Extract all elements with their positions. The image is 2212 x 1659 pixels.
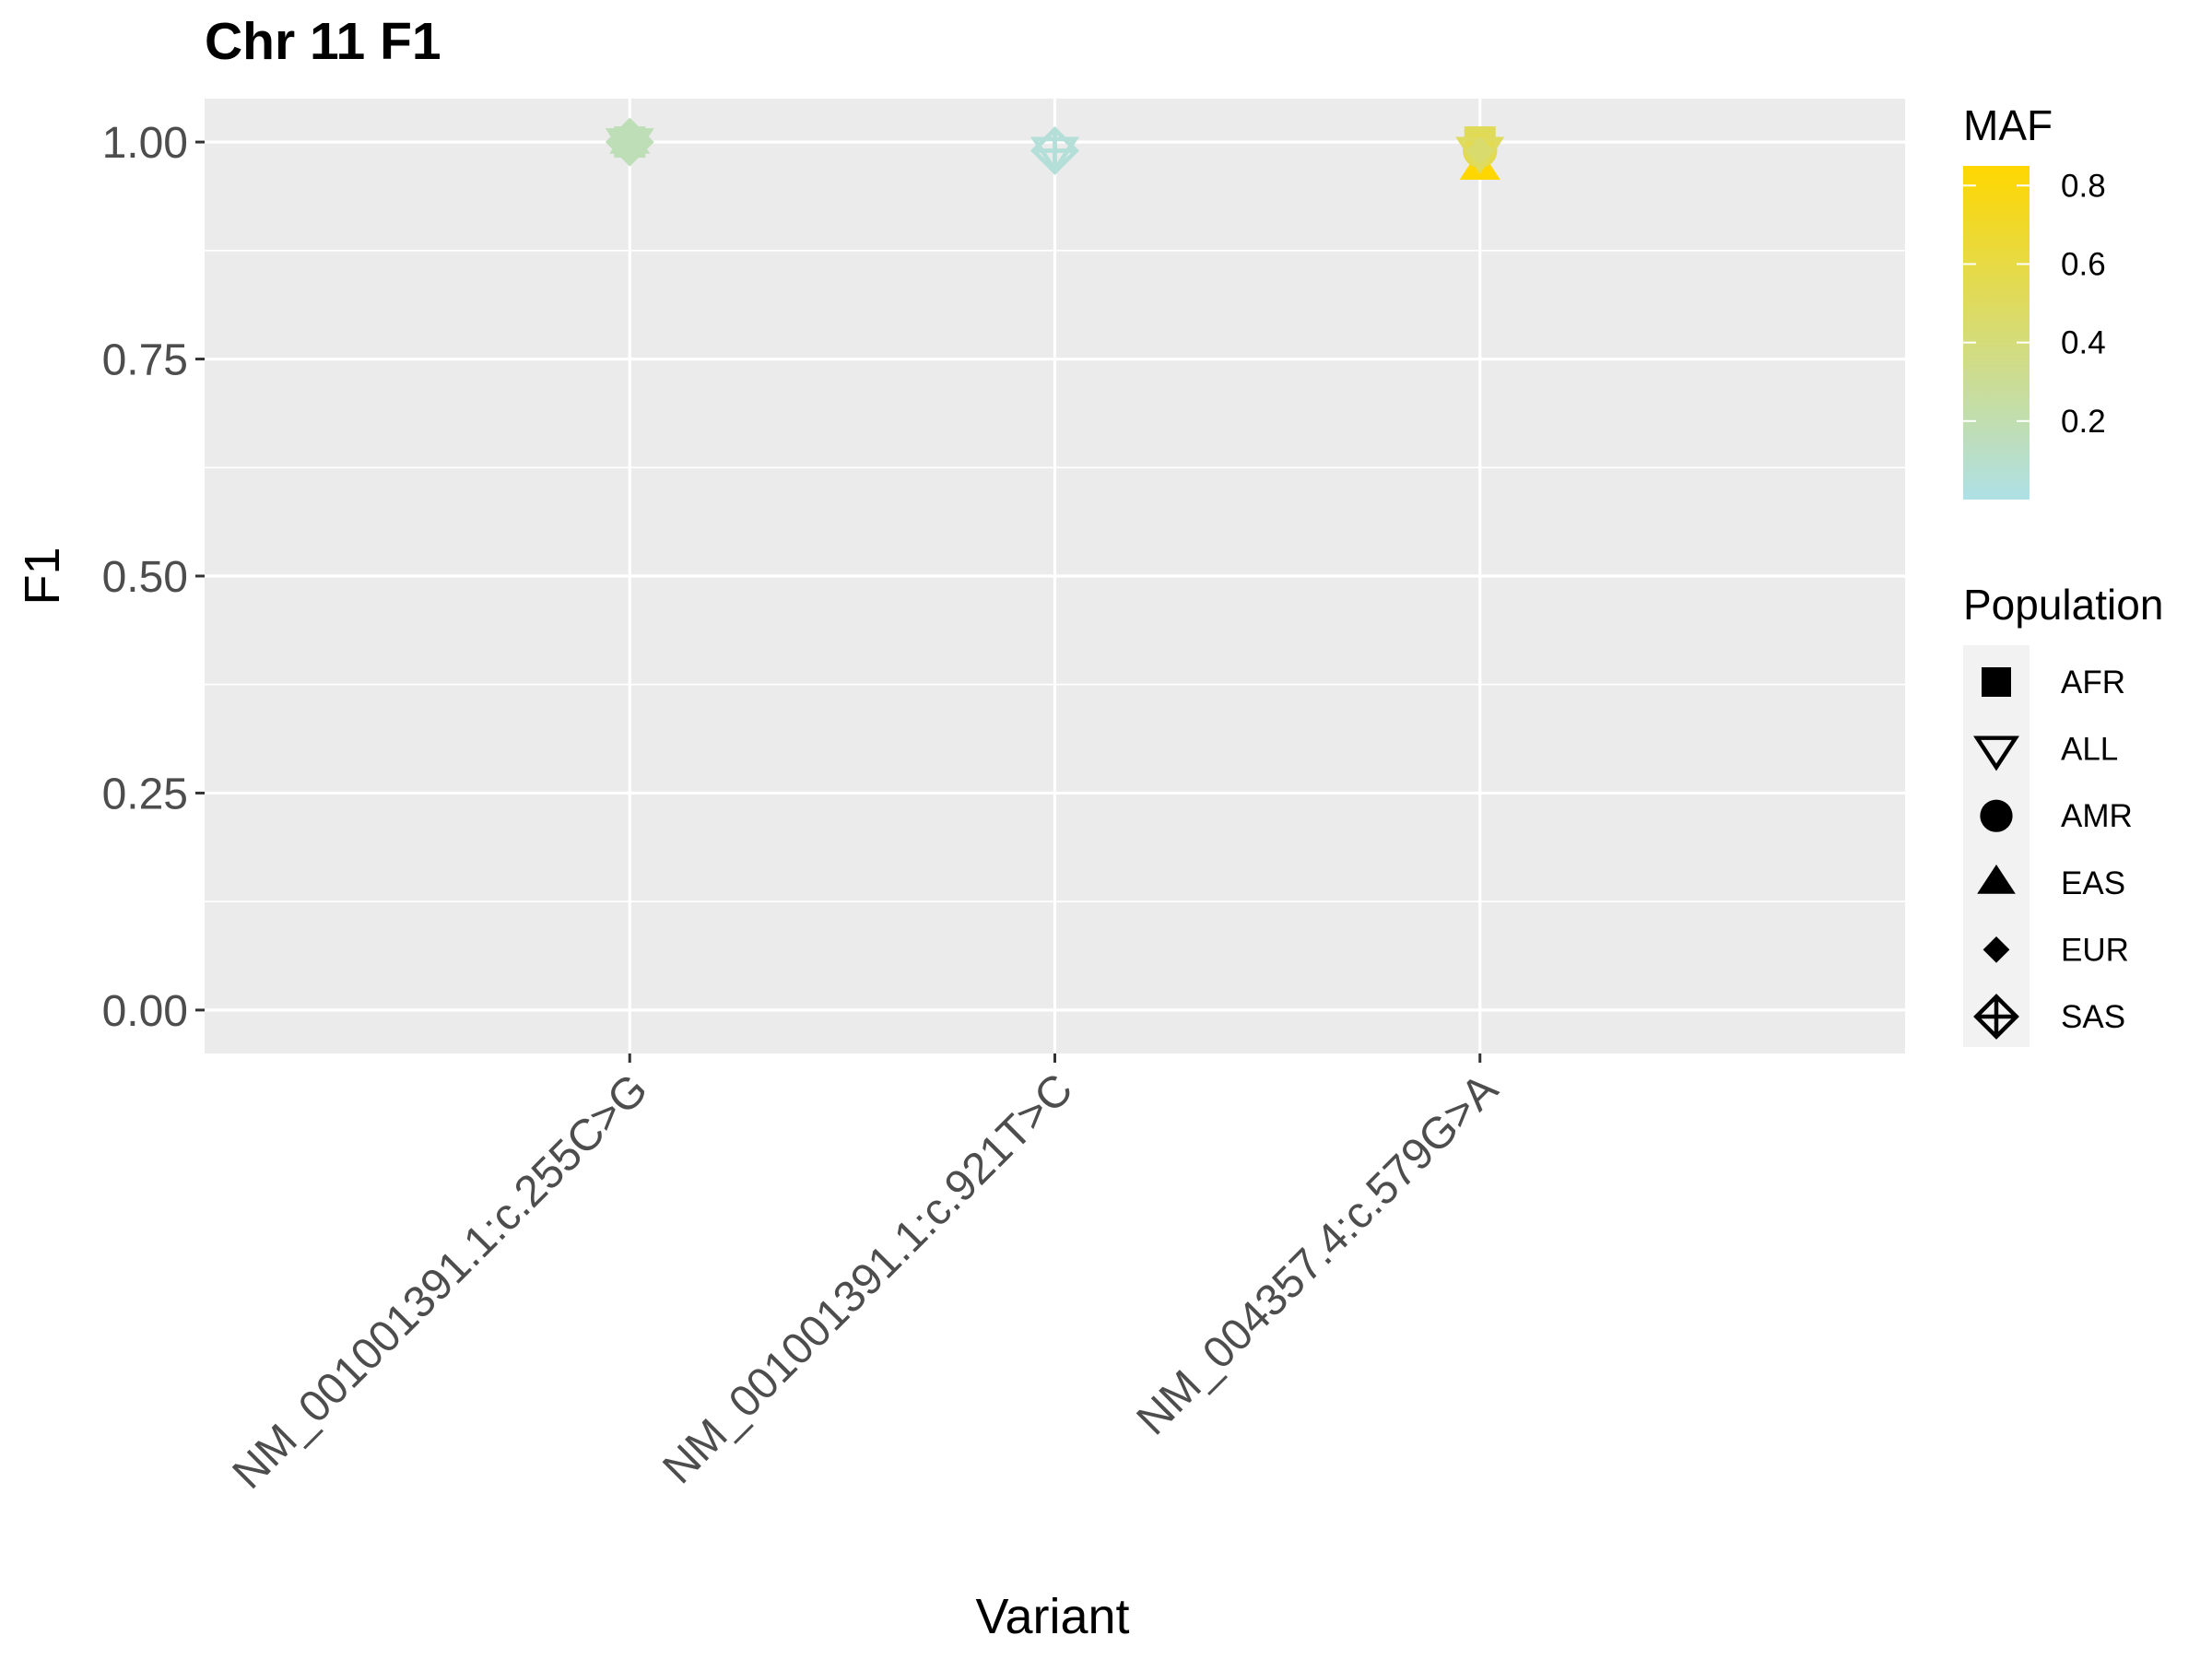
colorbar-tick-label: 0.4 — [2061, 325, 2106, 361]
y-tick-label: 0.75 — [102, 336, 188, 385]
population-legend: Population AFR ALL AMR EAS EUR SAS — [1963, 581, 2163, 1047]
x-tick-label: NM_001001391.1:c.921T>C — [653, 1065, 1082, 1493]
x-axis-title: Variant — [975, 1589, 1129, 1644]
colorbar-tick-label: 0.6 — [2061, 246, 2106, 282]
y-tick-label: 0.00 — [102, 987, 188, 1036]
data-points — [605, 117, 1505, 180]
population-legend-entries: AFR ALL AMR EAS EUR SAS — [1973, 665, 2133, 1040]
legend-label-eas: EAS — [2061, 865, 2125, 901]
legend-key-afr — [1982, 667, 2011, 697]
point-sas — [605, 117, 654, 167]
point-eur — [1465, 136, 1495, 165]
x-tick-label: NM_004357.4:c.579G>A — [1128, 1065, 1508, 1444]
legend-key-sas — [1973, 994, 2019, 1040]
legend-key-all — [1973, 735, 2019, 771]
legend-label-eur: EUR — [2061, 932, 2129, 968]
grid-lines — [205, 99, 1905, 1053]
legend-label-all: ALL — [2061, 732, 2118, 768]
legend-label-amr: AMR — [2061, 798, 2133, 834]
chart-title: Chr 11 F1 — [205, 12, 441, 71]
y-tick-label: 1.00 — [102, 119, 188, 168]
population-legend-keys — [1963, 645, 2030, 1047]
legend-key-amr — [1980, 799, 2013, 832]
x-tick-label: NM_001001391.1:c.255C>G — [224, 1065, 658, 1499]
colorbar-tick-label: 0.8 — [2061, 168, 2106, 204]
legend-label-sas: SAS — [2061, 999, 2125, 1035]
legend-key-eur — [1983, 936, 2010, 963]
point-sas — [1030, 126, 1079, 175]
y-tick-label: 0.50 — [102, 553, 188, 602]
colorbar-tick-label: 0.2 — [2061, 404, 2106, 440]
legend-key-eas — [1977, 864, 2016, 894]
population-legend-title: Population — [1963, 581, 2163, 629]
maf-colorbar — [1963, 166, 2030, 500]
y-tick-label: 0.25 — [102, 770, 188, 818]
legend-label-afr: AFR — [2061, 665, 2125, 700]
maf-legend-title: MAF — [1963, 101, 2053, 149]
maf-colorbar-ticks: 0.2 0.4 0.6 0.8 — [1963, 168, 2106, 440]
y-axis-title: F1 — [15, 547, 70, 605]
maf-legend: MAF 0.2 0.4 0.6 0.8 — [1963, 101, 2106, 500]
